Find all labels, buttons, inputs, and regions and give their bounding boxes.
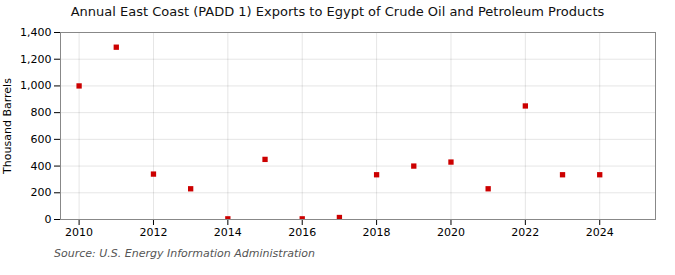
svg-text:0: 0 xyxy=(45,213,52,226)
html-text:Annual East Coast (PADD 1) Exp: Annual East Coast (PADD 1) Exports to Eg… xyxy=(70,4,605,19)
svg-text:800: 800 xyxy=(31,106,52,119)
svg-text:2022: 2022 xyxy=(511,226,539,239)
svg-text:2016: 2016 xyxy=(288,226,316,239)
svg-text:2020: 2020 xyxy=(437,226,465,239)
svg-text:Thousand Barrels: Thousand Barrels xyxy=(1,78,14,175)
svg-text:2012: 2012 xyxy=(139,226,167,239)
svg-text:2018: 2018 xyxy=(363,226,391,239)
svg-text:400: 400 xyxy=(31,160,52,173)
svg-text:2024: 2024 xyxy=(586,226,614,239)
svg-text:1,000: 1,000 xyxy=(20,79,52,92)
html-text:Source: U.S. Energy Informatio: Source: U.S. Energy Information Administ… xyxy=(54,247,315,260)
svg-text:1,200: 1,200 xyxy=(20,53,52,66)
svg-text:2010: 2010 xyxy=(65,226,93,239)
svg-text:200: 200 xyxy=(31,186,52,199)
svg-text:1,400: 1,400 xyxy=(20,26,52,39)
svg-text:2014: 2014 xyxy=(214,226,242,239)
svg-text:600: 600 xyxy=(31,133,52,146)
